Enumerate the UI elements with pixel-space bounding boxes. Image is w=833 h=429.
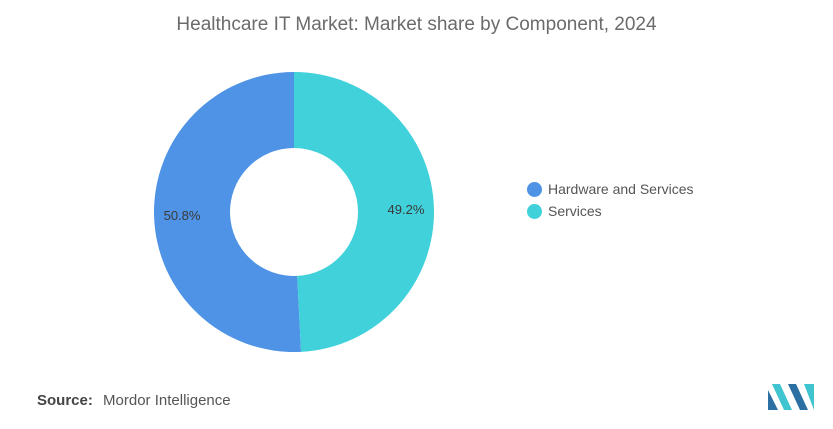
slice-labels: 50.8% 49.2% [164, 202, 425, 223]
source-label: Source: [37, 392, 93, 409]
donut-slices [153, 72, 434, 353]
legend-item-hardware-and-services: Hardware and Services [527, 178, 694, 200]
chart-legend: Hardware and Services Services [527, 178, 694, 222]
slice-services [294, 72, 434, 352]
chart-title: Healthcare IT Market: Market share by Co… [176, 14, 657, 35]
legend-label-services: Services [548, 203, 602, 219]
slice-label-services: 49.2% [388, 202, 425, 217]
source-note: Source: Mordor Intelligence [37, 392, 231, 409]
source-text: Mordor Intelligence [103, 392, 231, 409]
legend-label-hardware-and-services: Hardware and Services [548, 181, 694, 197]
legend-swatch-services [527, 203, 542, 219]
slice-hardware-and-services [153, 72, 302, 353]
slice-label-hardware-and-services: 50.8% [164, 208, 201, 223]
legend-item-services: Services [527, 200, 694, 222]
legend-swatch-hardware-and-services [527, 181, 542, 197]
mordor-intelligence-logo-icon [768, 384, 814, 410]
